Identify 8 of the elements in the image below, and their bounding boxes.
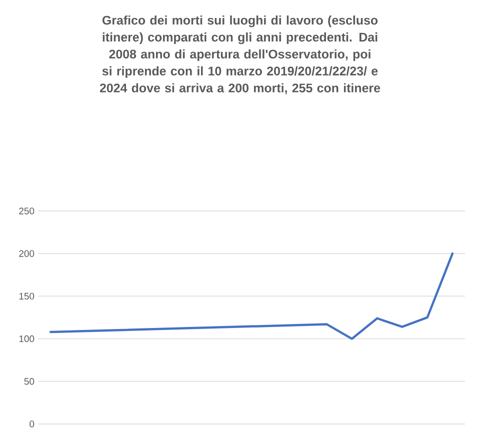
y-tick-label: 150 <box>19 292 34 300</box>
y-tick-label: 50 <box>24 378 34 385</box>
y-tick-label: 250 <box>19 208 34 214</box>
y-tick-label: 100 <box>19 335 34 342</box>
y-tick-label: 200 <box>19 250 34 257</box>
line-series <box>49 252 454 340</box>
y-tick-label: 0 <box>30 420 34 428</box>
chart-title: Grafico dei morti sui luoghi di lavoro (escluso itinere) comparati con gli anni precedenti. Dai 2008 anno di apertura dell'Osservatorio, poi si riprende con il 10 marzo 2019/20/21/22/23/ e 2024 dove si arriva a 200 morti, 255 con itinere <box>100 16 380 94</box>
